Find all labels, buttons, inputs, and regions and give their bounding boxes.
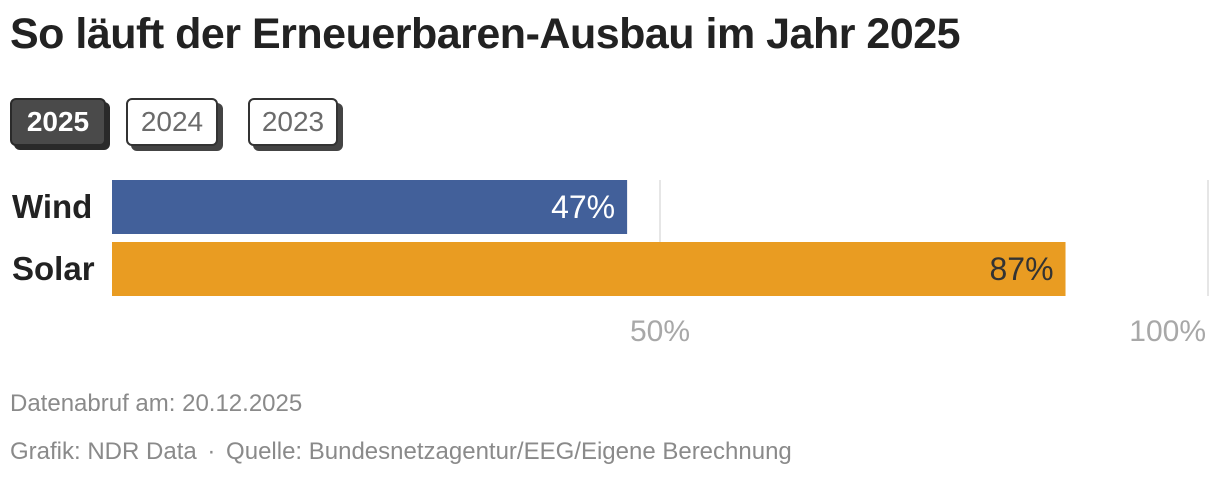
credit-text: Grafik: NDR Data bbox=[10, 438, 197, 465]
value-label-solar: 87% bbox=[989, 251, 1053, 287]
bar-wind bbox=[112, 180, 628, 234]
category-label-solar: Solar bbox=[12, 250, 95, 287]
tab-2023[interactable]: 2023 bbox=[248, 98, 338, 146]
separator-dot: · bbox=[207, 438, 216, 465]
source-line: Grafik: NDR Data · Quelle: Bundesnetzage… bbox=[10, 438, 792, 466]
source-text: Quelle: Bundesnetzagentur/EEG/Eigene Ber… bbox=[226, 438, 792, 465]
tick-label-50: 50% bbox=[630, 315, 690, 348]
bar-solar bbox=[112, 242, 1066, 296]
tab-2025[interactable]: 2025 bbox=[10, 98, 106, 146]
tick-label-100: 100% bbox=[1129, 315, 1206, 348]
value-label-wind: 47% bbox=[551, 189, 615, 225]
category-label-wind: Wind bbox=[12, 188, 92, 225]
tab-2024[interactable]: 2024 bbox=[126, 98, 218, 146]
data-retrieval-date: Datenabruf am: 20.12.2025 bbox=[10, 390, 303, 417]
bar-chart: Wind 47% Solar 87% 50% 100% bbox=[12, 180, 1209, 348]
page-title: So läuft der Erneuerbaren-Ausbau im Jahr… bbox=[10, 10, 961, 58]
